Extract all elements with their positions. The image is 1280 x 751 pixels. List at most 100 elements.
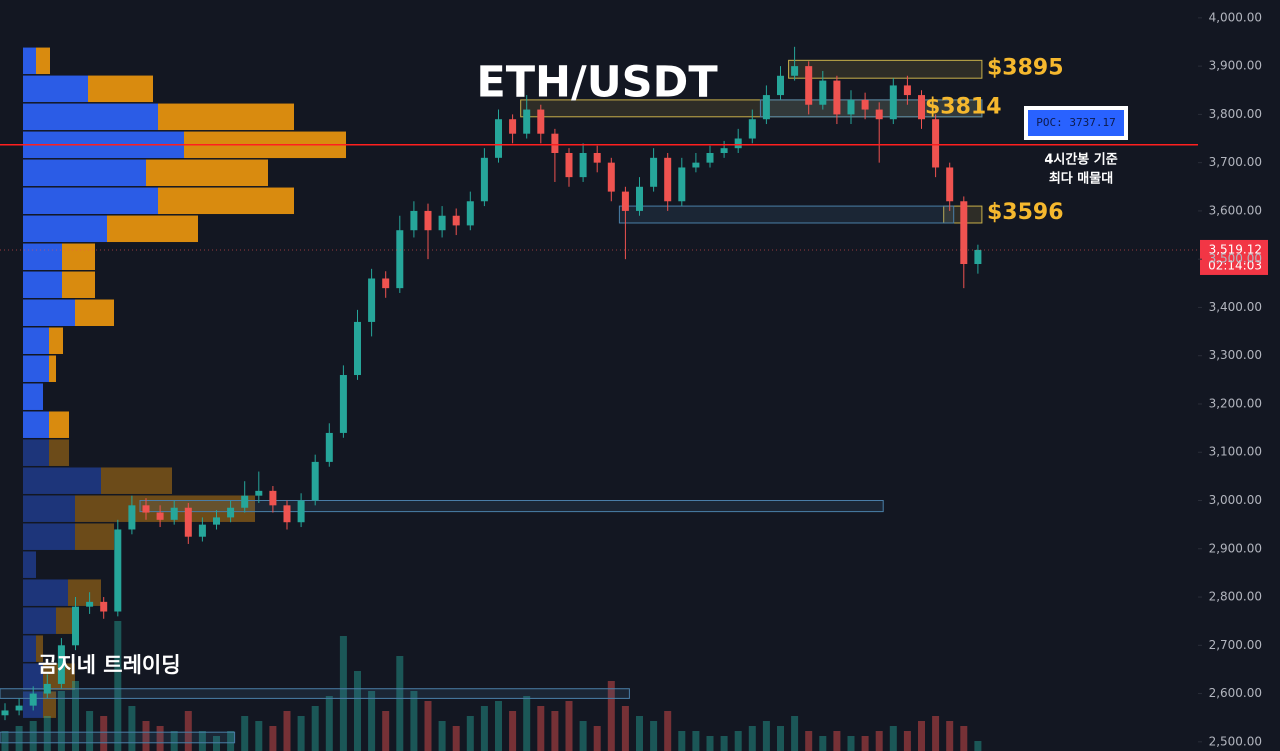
candle-body bbox=[903, 85, 911, 96]
profile-sell bbox=[49, 327, 63, 354]
volume-bar bbox=[974, 741, 982, 751]
volume-bar bbox=[833, 731, 841, 751]
y-tick-label: 3,700.00 bbox=[1209, 155, 1262, 169]
profile-buy bbox=[23, 411, 49, 438]
poc-label: POC: 3737.17 bbox=[1036, 116, 1115, 129]
candle-body bbox=[932, 119, 940, 168]
candle-body bbox=[636, 186, 643, 211]
candle-body bbox=[791, 66, 799, 76]
y-tick-label: 3,600.00 bbox=[1209, 203, 1262, 217]
candle-body bbox=[621, 191, 629, 211]
candle-body bbox=[128, 505, 136, 530]
candle-body bbox=[748, 119, 756, 139]
profile-sell bbox=[146, 159, 268, 187]
profile-sell bbox=[62, 243, 95, 271]
profile-sell bbox=[68, 579, 101, 606]
candle-body bbox=[678, 167, 686, 202]
profile-buy bbox=[23, 467, 101, 494]
volume-bar bbox=[734, 731, 742, 751]
profile-buy bbox=[23, 635, 36, 662]
candle-body bbox=[410, 210, 418, 231]
candle-body bbox=[918, 95, 925, 120]
price-annotation: $3895 bbox=[987, 56, 1064, 81]
volume-bar bbox=[466, 716, 474, 751]
volume-bar bbox=[142, 721, 150, 751]
candle-body bbox=[255, 490, 263, 496]
candle-body bbox=[382, 278, 390, 289]
price-annotation: $3814 bbox=[925, 95, 1002, 120]
volume-bar bbox=[297, 716, 305, 751]
y-tick-label: 3,100.00 bbox=[1209, 445, 1262, 459]
y-tick-label: 3,900.00 bbox=[1209, 59, 1262, 73]
candle-body bbox=[960, 201, 968, 265]
volume-bar bbox=[480, 706, 488, 751]
poc-note: 최다 매물대 bbox=[1049, 171, 1113, 187]
volume-bar bbox=[495, 701, 502, 751]
profile-sell bbox=[56, 607, 75, 634]
candle-body bbox=[847, 99, 855, 115]
volume-bar bbox=[889, 726, 897, 751]
volume-bar bbox=[509, 711, 517, 751]
volume-bar bbox=[946, 721, 954, 751]
candle-body bbox=[170, 507, 178, 520]
profile-buy bbox=[23, 579, 68, 606]
volume-bar bbox=[678, 731, 686, 751]
volume-bar bbox=[551, 711, 559, 751]
candle-body bbox=[664, 157, 672, 202]
volume-bar bbox=[565, 701, 573, 751]
volume-bar bbox=[354, 671, 361, 751]
candle-body bbox=[142, 505, 150, 513]
candle-body bbox=[114, 529, 122, 612]
volume-bar bbox=[255, 721, 263, 751]
profile-sell bbox=[101, 467, 172, 494]
volume-bar bbox=[368, 691, 376, 751]
volume-bar bbox=[607, 681, 615, 751]
profile-buy bbox=[23, 523, 75, 550]
volume-bar bbox=[325, 696, 333, 751]
volume-bar bbox=[791, 716, 799, 751]
volume-bar bbox=[847, 736, 855, 751]
zone bbox=[759, 99, 983, 118]
candle-body bbox=[607, 162, 615, 192]
volume-bar bbox=[664, 711, 672, 751]
candle-body bbox=[861, 99, 869, 110]
profile-buy bbox=[23, 439, 49, 466]
candle-body bbox=[100, 601, 108, 612]
profile-buy bbox=[23, 495, 75, 522]
candle-body bbox=[297, 500, 305, 523]
y-tick-label: 4,000.00 bbox=[1209, 10, 1262, 24]
candle-body bbox=[805, 66, 813, 105]
candle-body bbox=[269, 490, 277, 506]
candle-body bbox=[311, 461, 319, 501]
volume-bar bbox=[382, 711, 390, 751]
volume-bar bbox=[438, 721, 446, 751]
volume-bar bbox=[819, 736, 827, 751]
profile-sell bbox=[49, 439, 69, 466]
candle-body bbox=[650, 157, 658, 187]
volume-bar bbox=[57, 691, 65, 751]
candle-body bbox=[354, 321, 361, 376]
poc-box bbox=[1028, 110, 1124, 136]
volume-bar bbox=[706, 736, 714, 751]
y-tick-label: 3,400.00 bbox=[1209, 300, 1262, 314]
volume-bar bbox=[805, 731, 813, 751]
candle-body bbox=[72, 606, 79, 646]
profile-sell bbox=[88, 75, 153, 103]
profile-buy bbox=[23, 75, 88, 103]
volume-bar bbox=[198, 731, 206, 751]
profile-buy bbox=[23, 299, 75, 327]
candle-body bbox=[946, 167, 954, 202]
y-tick-label: 2,500.00 bbox=[1209, 734, 1262, 748]
volume-bar bbox=[396, 656, 404, 751]
candle-body bbox=[974, 249, 982, 265]
candle-body bbox=[1, 710, 9, 716]
candle-body bbox=[339, 375, 347, 433]
profile-buy bbox=[23, 187, 158, 215]
candle-body bbox=[833, 80, 841, 115]
watermark: 곰지네 트레이딩 bbox=[38, 653, 181, 677]
volume-bar bbox=[213, 736, 220, 751]
chart-title: ETH/USDT bbox=[476, 58, 718, 108]
profile-buy bbox=[23, 103, 158, 131]
volume-bar bbox=[283, 711, 291, 751]
profile-sell bbox=[75, 523, 114, 550]
